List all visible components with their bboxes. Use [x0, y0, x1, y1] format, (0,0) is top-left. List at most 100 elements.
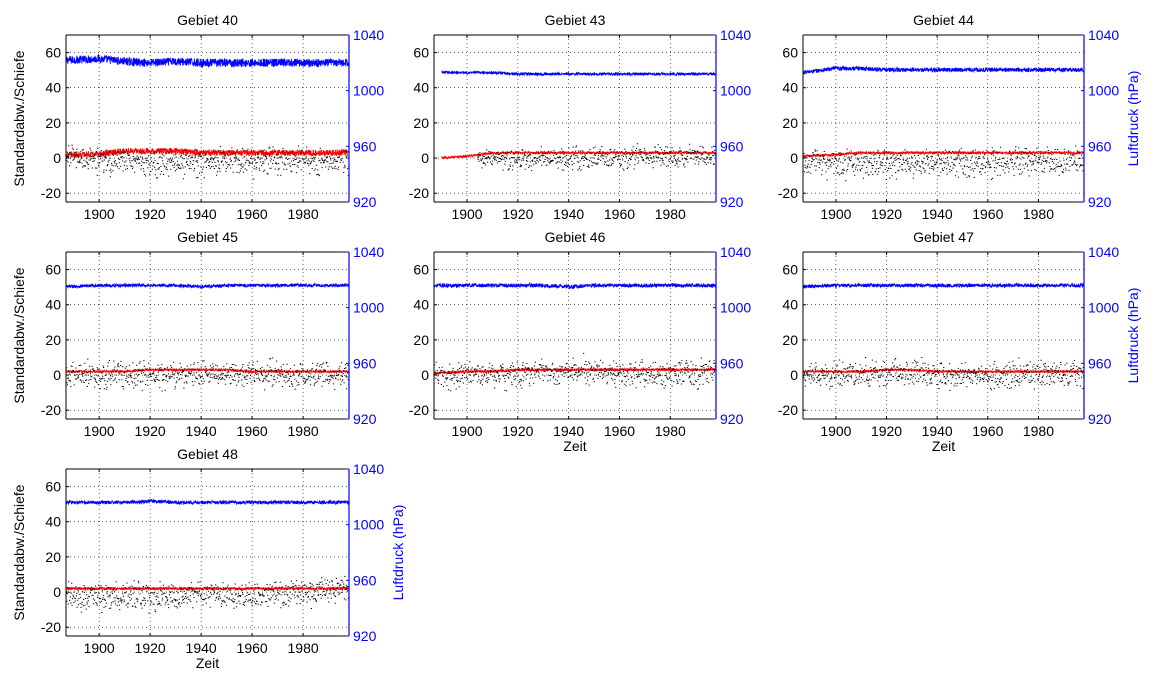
x-tick-label: 1940 [553, 206, 584, 222]
y-tick-label: 40 [782, 80, 798, 96]
y2-axis-label: Luftdruck (hPa) [1125, 71, 1141, 167]
panel-title: Gebiet 44 [913, 12, 974, 28]
y-tick-label: 40 [413, 80, 429, 96]
y2-tick-label: 1000 [353, 83, 384, 99]
series-pressure [803, 282, 1084, 289]
x-tick-label: 1940 [922, 423, 953, 439]
y-tick-label: 60 [413, 45, 429, 61]
y-tick-label: -20 [41, 619, 61, 635]
x-tick-label: 1900 [820, 206, 851, 222]
series-skew [803, 357, 1084, 391]
y-tick-label: 60 [782, 262, 798, 278]
x-tick-label: 1960 [237, 640, 268, 656]
plot-data [66, 282, 349, 392]
y-tick-label: 0 [421, 367, 429, 383]
y-tick-label: 0 [53, 150, 61, 166]
x-tick-label: 1960 [972, 423, 1003, 439]
y2-tick-label: 960 [1088, 355, 1112, 371]
y2-axis-label: Luftdruck (hPa) [1125, 288, 1141, 384]
series-pressure [434, 282, 716, 290]
x-tick-label: 1980 [288, 640, 319, 656]
y-tick-label: 60 [45, 262, 61, 278]
x-axis-label: Zeit [563, 438, 586, 454]
x-tick-label: 1960 [972, 206, 1003, 222]
x-tick-label: 1980 [1023, 206, 1054, 222]
y2-tick-label: 1040 [353, 244, 384, 260]
y-tick-label: 60 [45, 45, 61, 61]
plot-data [803, 65, 1084, 182]
panel-title: Gebiet 45 [177, 229, 238, 245]
y-tick-label: 40 [413, 297, 429, 313]
x-tick-label: 1900 [820, 423, 851, 439]
panel-title: Gebiet 40 [177, 12, 238, 28]
series-skew [66, 144, 349, 180]
x-tick-label: 1960 [237, 423, 268, 439]
panel-5: 1900 1920 1940 1960 1980 -20 0 20 40 60 920 960 1000… [409, 229, 752, 454]
x-tick-label: 1960 [604, 206, 635, 222]
y2-tick-label: 1000 [353, 517, 384, 533]
y2-tick-label: 920 [720, 411, 744, 427]
y-tick-label: -20 [41, 185, 61, 201]
panel-3: 1900 1920 1940 1960 1980 -20 0 20 40 60 920 960 1000… [778, 12, 1141, 222]
x-tick-label: 1920 [871, 206, 902, 222]
y-tick-label: 20 [45, 549, 61, 565]
series-skew [66, 575, 349, 614]
x-tick-label: 1900 [451, 206, 482, 222]
panel-7: 1900 1920 1940 1960 1980 -20 0 20 40 60 920 960 1000… [11, 446, 406, 671]
y2-axis-label: Luftdruck (hPa) [390, 505, 406, 601]
x-tick-label: 1980 [655, 423, 686, 439]
plot-data [441, 69, 716, 172]
series-std [803, 367, 1084, 375]
y-tick-label: -20 [778, 402, 798, 418]
y2-tick-label: 1040 [353, 27, 384, 43]
y-axis-label: Standardabw./Schiefe [11, 267, 27, 403]
y2-tick-label: 960 [1088, 138, 1112, 154]
x-tick-label: 1900 [84, 423, 115, 439]
x-axis-label: Zeit [196, 655, 219, 671]
x-tick-label: 1940 [186, 423, 217, 439]
y-tick-label: -20 [409, 185, 429, 201]
y2-tick-label: 920 [353, 628, 377, 644]
y-tick-label: 20 [782, 332, 798, 348]
y-tick-label: 0 [790, 367, 798, 383]
y-tick-label: 40 [45, 297, 61, 313]
x-tick-label: 1940 [553, 423, 584, 439]
x-axis-label: Zeit [932, 438, 955, 454]
x-tick-label: 1960 [604, 423, 635, 439]
panel-2: 1900 1920 1940 1960 1980 -20 0 20 40 60 920 960 1000… [409, 12, 752, 222]
plot-data [803, 282, 1084, 391]
y-tick-label: -20 [409, 402, 429, 418]
y-tick-label: 60 [413, 262, 429, 278]
y2-tick-label: 1000 [1088, 83, 1119, 99]
x-tick-label: 1980 [1023, 423, 1054, 439]
x-tick-label: 1940 [186, 640, 217, 656]
series-skew [803, 145, 1084, 182]
y2-tick-label: 960 [353, 572, 377, 588]
y2-tick-label: 1040 [1088, 244, 1119, 260]
y2-tick-label: 1000 [720, 300, 751, 316]
panel-4: 1900 1920 1940 1960 1980 -20 0 20 40 60 920 960 1000… [11, 229, 384, 439]
x-tick-label: 1900 [84, 640, 115, 656]
y2-tick-label: 960 [353, 138, 377, 154]
y-tick-label: 20 [45, 115, 61, 131]
panel-title: Gebiet 47 [913, 229, 974, 245]
y2-tick-label: 1000 [720, 83, 751, 99]
panel-title: Gebiet 46 [545, 229, 606, 245]
x-tick-label: 1920 [135, 423, 166, 439]
y-tick-label: 0 [53, 584, 61, 600]
y-tick-label: 0 [421, 150, 429, 166]
y2-tick-label: 920 [353, 411, 377, 427]
x-tick-label: 1940 [186, 206, 217, 222]
series-skew [434, 352, 716, 392]
y-tick-label: 0 [790, 150, 798, 166]
y-tick-label: -20 [41, 402, 61, 418]
y2-tick-label: 1040 [353, 461, 384, 477]
y2-tick-label: 1040 [1088, 27, 1119, 43]
series-skew [66, 357, 349, 392]
x-tick-label: 1920 [135, 640, 166, 656]
series-std [66, 367, 349, 375]
y2-tick-label: 920 [720, 194, 744, 210]
x-tick-label: 1920 [502, 423, 533, 439]
y-tick-label: 40 [45, 514, 61, 530]
